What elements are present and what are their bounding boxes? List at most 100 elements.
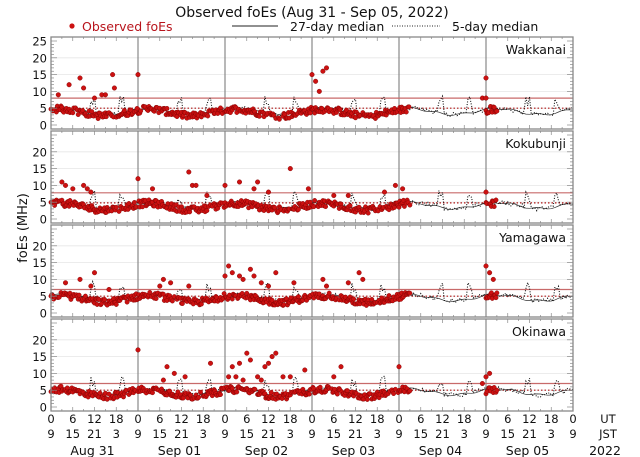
observed-point: [75, 112, 81, 118]
x-axis: 0 6 12 18 0 6 12 18 0 6 12 18 0 6 12 18 0 6 12 18 0 6 12 18 09 15…: [47, 412, 621, 457]
observed-point: [229, 364, 235, 370]
observed-point: [149, 186, 155, 192]
panel-okinawa: 0 5 10 15 20 Okinawa: [32, 318, 574, 415]
observed-point: [407, 290, 413, 296]
observed-point: [369, 296, 375, 302]
observed-point: [91, 270, 97, 276]
y-tick-label: 20: [32, 239, 47, 253]
observed-point: [316, 88, 322, 94]
observed-point: [113, 204, 119, 210]
observed-point: [483, 263, 489, 269]
observed-point: [360, 276, 366, 282]
observed-point: [164, 106, 170, 111]
observed-point: [490, 276, 496, 282]
observed-point: [392, 182, 398, 188]
observed-point: [345, 192, 351, 198]
observed-point: [113, 302, 119, 307]
observed-point: [287, 166, 293, 172]
observed-point: [218, 392, 223, 397]
y-tick-label: 15: [32, 256, 47, 270]
jst-row-label: JST: [598, 427, 618, 441]
x-tick-label-ut: 0: [221, 412, 228, 426]
observed-point: [81, 85, 87, 91]
observed-point: [251, 273, 257, 279]
y-tick-label: 20: [32, 333, 47, 347]
observed-point: [124, 299, 130, 305]
day-label: Sep 02: [245, 443, 288, 457]
x-tick-label-ut: 6: [69, 412, 76, 426]
observed-point: [266, 283, 272, 289]
observed-point: [102, 92, 108, 98]
observed-point: [186, 283, 192, 289]
observed-point: [400, 186, 406, 192]
x-tick-label-ut: 12: [522, 412, 537, 426]
observed-point: [356, 270, 362, 276]
observed-point: [269, 297, 275, 303]
x-tick-label-ut: 12: [87, 412, 102, 426]
observed-point: [102, 296, 107, 302]
observed-point: [147, 289, 153, 295]
x-tick-label-ut: 0: [47, 412, 54, 426]
day-label: Aug 31: [70, 443, 114, 457]
observed-points: [48, 166, 499, 216]
x-tick-label-ut: 0: [569, 412, 576, 426]
observed-point: [252, 386, 258, 392]
observed-point: [233, 374, 239, 380]
x-tick-label-ut: 18: [457, 412, 472, 426]
x-tick-label-jst: 15: [65, 427, 80, 441]
observed-point: [134, 106, 140, 111]
observed-points: [48, 347, 500, 402]
observed-point: [157, 283, 163, 289]
observed-point: [295, 207, 301, 212]
observed-point: [255, 374, 261, 380]
x-tick-label-jst: 15: [500, 427, 515, 441]
x-tick-label-ut: 0: [482, 412, 489, 426]
chart-title: Observed foEs (Aug 31 - Sep 05, 2022): [175, 5, 449, 21]
observed-point: [247, 357, 253, 363]
observed-point: [169, 298, 175, 304]
x-tick-label-ut: 18: [283, 412, 298, 426]
observed-point: [168, 280, 174, 286]
observed-point: [240, 377, 246, 383]
x-tick-label-jst: 15: [413, 427, 428, 441]
observed-point: [382, 189, 388, 195]
observed-point: [153, 296, 159, 301]
observed-point: [266, 189, 272, 195]
x-tick-label-ut: 12: [348, 412, 363, 426]
observed-point: [391, 391, 396, 396]
observed-point: [334, 391, 340, 397]
observed-point: [131, 199, 137, 205]
observed-point: [326, 290, 332, 296]
observed-point: [273, 350, 279, 356]
observed-point: [70, 186, 76, 192]
x-tick-label-jst: 9: [569, 427, 576, 441]
y-tick-label: 0: [40, 401, 47, 415]
observed-point: [150, 390, 155, 396]
observed-point: [344, 388, 350, 393]
observed-point: [205, 113, 211, 119]
x-tick-label-ut: 0: [308, 412, 315, 426]
x-tick-label-ut: 6: [417, 412, 424, 426]
x-tick-label-ut: 6: [330, 412, 337, 426]
observed-point: [229, 296, 235, 302]
observed-point: [331, 192, 337, 198]
observed-point: [97, 390, 103, 396]
observed-point: [83, 293, 88, 299]
observed-points: [48, 263, 500, 308]
observed-point: [186, 169, 192, 175]
observed-point: [262, 364, 268, 370]
y-tick-label: 0: [40, 119, 47, 133]
observed-point: [337, 107, 343, 113]
observed-point: [106, 287, 112, 293]
observed-point: [320, 276, 326, 282]
observed-point: [70, 110, 76, 116]
observed-point: [204, 208, 210, 214]
observed-point: [198, 389, 203, 395]
observed-point: [317, 384, 323, 390]
observed-point: [487, 270, 493, 276]
y-tick-label: 5: [40, 384, 47, 398]
x-tick-label-jst: 15: [239, 427, 254, 441]
observed-point: [483, 374, 489, 380]
x-tick-label-jst: 3: [461, 427, 468, 441]
observed-point: [273, 270, 279, 276]
